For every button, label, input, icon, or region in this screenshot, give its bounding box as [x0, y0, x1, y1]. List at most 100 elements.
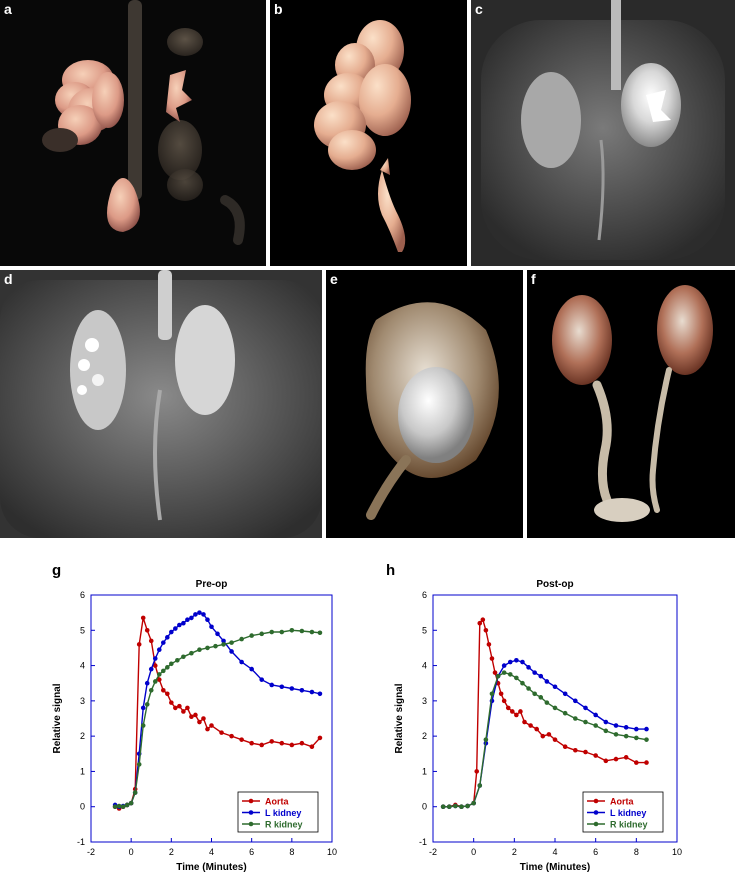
data-point [465, 803, 470, 809]
data-point [128, 800, 134, 806]
y-tick-label: 2 [80, 731, 85, 741]
panel-label-h: h [386, 562, 396, 579]
data-point [489, 656, 495, 661]
data-point [239, 659, 244, 665]
data-point [197, 647, 202, 652]
data-point [317, 691, 323, 697]
data-point [593, 723, 598, 728]
data-point [259, 677, 265, 682]
data-point [201, 716, 206, 721]
x-tick-label: 6 [249, 847, 254, 857]
data-point [173, 626, 178, 631]
data-point [603, 728, 609, 734]
data-point [165, 665, 170, 670]
legend-label: Aorta [610, 797, 634, 807]
data-point [514, 657, 519, 663]
data-point [279, 740, 285, 746]
data-point [259, 742, 265, 748]
data-point [501, 698, 507, 704]
data-point [173, 705, 178, 711]
data-point [593, 712, 598, 718]
data-point [205, 726, 210, 732]
data-point [501, 663, 507, 668]
data-point [532, 691, 537, 697]
data-point [299, 687, 305, 693]
y-tick-label: 3 [422, 696, 427, 706]
x-axis-label: Time (Minutes) [176, 862, 246, 873]
data-point [249, 740, 254, 746]
data-point [193, 712, 198, 718]
mr-image-d [0, 270, 322, 538]
data-point [201, 612, 206, 617]
data-point [144, 702, 150, 707]
y-tick-label: -1 [77, 837, 85, 847]
x-axis-label: Time (Minutes) [520, 862, 590, 873]
data-point [175, 657, 180, 663]
data-point [136, 642, 142, 647]
y-tick-label: -1 [419, 837, 427, 847]
data-point [562, 691, 568, 697]
data-point [148, 687, 154, 693]
data-point [518, 709, 523, 714]
data-point [526, 686, 531, 691]
data-point [144, 680, 150, 686]
x-tick-label: -2 [429, 847, 437, 857]
data-point [520, 659, 525, 665]
data-point [239, 636, 244, 642]
data-point [486, 642, 492, 647]
data-point [309, 689, 315, 695]
data-point [603, 758, 609, 764]
panel-b-image: b [270, 0, 467, 266]
data-point [299, 628, 305, 634]
data-point [613, 756, 619, 762]
data-point [215, 631, 220, 637]
data-point [185, 617, 190, 622]
data-point [132, 790, 138, 795]
data-point [239, 737, 244, 742]
data-point [221, 642, 226, 647]
panel-d-image: d [0, 270, 322, 538]
y-tick-label: 0 [80, 802, 85, 812]
data-point [309, 744, 315, 750]
data-point [193, 612, 198, 617]
data-point [279, 684, 285, 690]
data-point [483, 737, 489, 742]
data-point [140, 615, 146, 621]
data-point [546, 732, 552, 737]
y-axis-label: Relative signal [52, 683, 63, 753]
data-point [209, 624, 214, 630]
data-point [152, 663, 158, 668]
y-tick-label: 5 [422, 625, 427, 635]
data-point [583, 705, 588, 711]
x-tick-label: 10 [672, 847, 682, 857]
data-point [552, 684, 558, 690]
panel-label-a: a [4, 1, 12, 17]
data-point [148, 638, 154, 644]
data-point [634, 735, 639, 741]
x-tick-label: 8 [289, 847, 294, 857]
data-point [249, 666, 254, 672]
data-point [229, 640, 234, 645]
data-point [289, 627, 295, 633]
data-point [583, 719, 588, 725]
data-point [514, 675, 519, 681]
data-point [197, 719, 202, 725]
panel-label-b: b [274, 1, 283, 17]
data-point [259, 631, 265, 637]
series-l-kidney [112, 610, 323, 810]
y-axis-label: Relative signal [394, 683, 405, 753]
data-point [116, 803, 122, 809]
y-tick-label: 1 [80, 766, 85, 776]
data-point [161, 687, 166, 693]
data-point [623, 725, 629, 730]
series-line [443, 618, 647, 808]
data-point [644, 726, 649, 732]
data-point [492, 670, 498, 675]
series-r-kidney [440, 670, 649, 810]
x-tick-label: 2 [169, 847, 174, 857]
data-point [317, 735, 323, 741]
data-point [165, 691, 170, 697]
data-point [522, 719, 527, 725]
